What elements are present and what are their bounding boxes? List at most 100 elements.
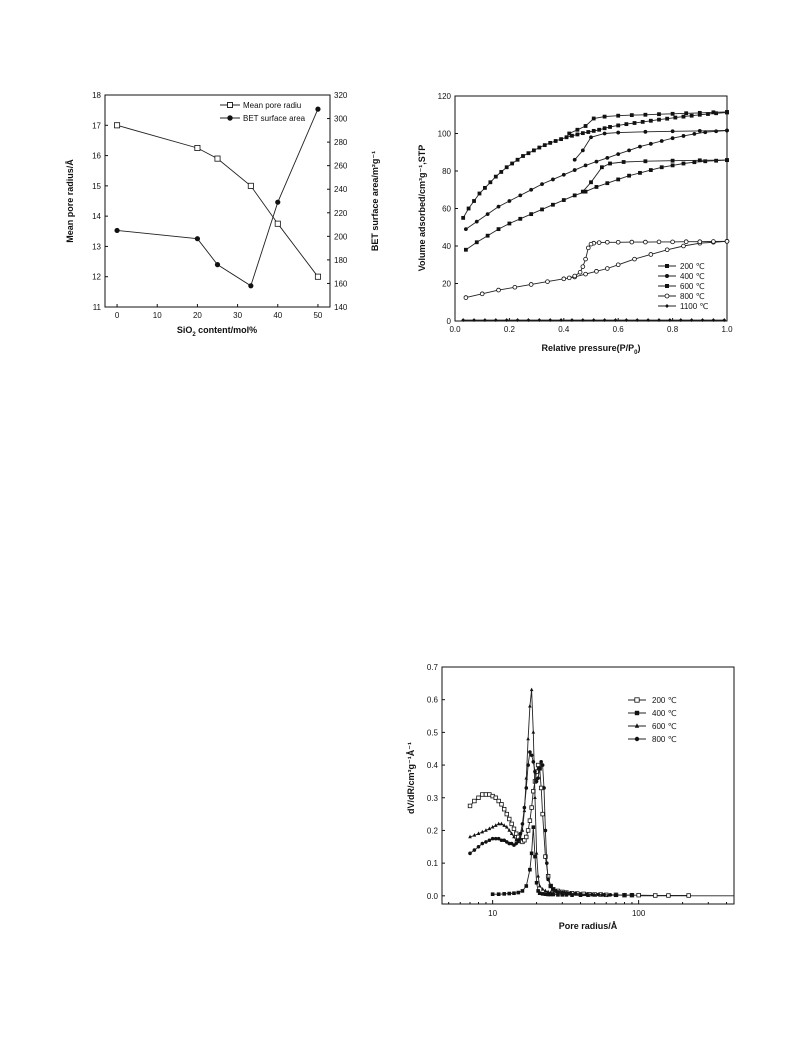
data-point [634,736,640,742]
data-point [643,112,648,117]
legend-marker-square [227,102,233,108]
data-point [512,284,518,290]
data-point [665,284,669,288]
data-point [646,318,651,322]
data-point [496,836,501,841]
data-point [584,892,589,896]
data-point [634,723,640,728]
data-point [636,892,641,898]
data-point [531,825,536,829]
data-point [476,795,481,800]
data-point [524,834,529,840]
y-tick-label: 100 [438,130,452,139]
data-point [568,891,573,896]
data-point [507,199,512,203]
data-point [496,892,501,896]
data-point [665,264,669,268]
data-point [114,122,121,129]
data-point [540,763,545,767]
data-point [480,829,485,834]
data-point [472,833,477,837]
legend-label: BET surface area [243,114,306,123]
data-point [591,318,596,322]
data-point [602,893,606,897]
data-point [474,219,479,224]
data-point [528,282,534,287]
data-point [537,891,542,896]
x-axis-label: Relative pressure(P/P0) [542,343,641,356]
data-point [590,892,594,897]
data-point [529,212,534,217]
data-point [681,243,686,249]
data-point [627,148,631,153]
data-point [638,170,642,175]
data-point [531,148,536,153]
y2-tick-label: 240 [334,185,348,194]
data-point [616,130,621,135]
data-point [648,118,653,123]
data-point [616,177,621,182]
series-line [116,124,319,277]
data-point [634,697,640,703]
data-point [614,893,618,897]
data-point [510,161,515,166]
data-point [466,206,471,211]
data-point [521,154,525,158]
data-point [608,161,612,166]
data-point [542,143,547,148]
legend-label: 800 ℃ [680,292,705,301]
legend: 200 ℃ 400 ℃ 600 ℃ 800 ℃ [628,696,677,744]
data-point [534,851,539,855]
data-point [526,763,530,767]
data-point [640,119,645,124]
data-point [474,240,479,245]
data-point [596,892,601,897]
data-point [556,893,560,897]
data-point [627,173,631,178]
data-point [634,710,640,716]
data-point [648,252,654,257]
data-point [528,750,532,754]
data-point [624,318,629,322]
plot-frame [104,94,331,308]
y2-tick-label: 180 [334,256,348,265]
data-point [543,888,548,893]
data-point [214,155,221,162]
data-point [608,893,613,897]
legend-label: 400 ℃ [680,272,705,281]
data-point [580,148,585,153]
data-point [507,816,512,822]
data-point [643,159,648,164]
data-point [572,193,577,198]
data-point [546,892,550,897]
data-point [522,805,527,810]
data-point [528,867,532,872]
data-point [315,106,321,112]
y-tick-label: 0.3 [427,794,439,803]
data-point [670,129,675,134]
data-point [476,844,481,849]
x-tick-label: 0.8 [667,325,679,334]
data-point [516,838,521,843]
data-point [560,890,565,895]
data-point [533,795,537,800]
data-point [572,157,577,162]
data-point [536,873,540,878]
data-point [653,893,658,898]
data-point [578,892,583,896]
data-point [520,822,525,826]
data-point [524,786,529,790]
data-point [484,840,488,844]
data-point [493,795,498,800]
data-point [499,802,504,807]
y-axis-label: Volume adsorbed/cm³g⁻¹,STP [417,145,427,272]
series-line [462,112,728,219]
data-point [697,110,702,115]
chart-pore-radius-bet: 0 10 20 30 40 50 11 12 13 14 15 16 17 18 140 160 180 200 2… [65,91,380,338]
data-point [467,803,473,809]
data-point [520,828,525,832]
data-point [686,893,691,898]
data-point [496,821,501,826]
data-point [468,834,472,839]
data-point [594,159,599,164]
